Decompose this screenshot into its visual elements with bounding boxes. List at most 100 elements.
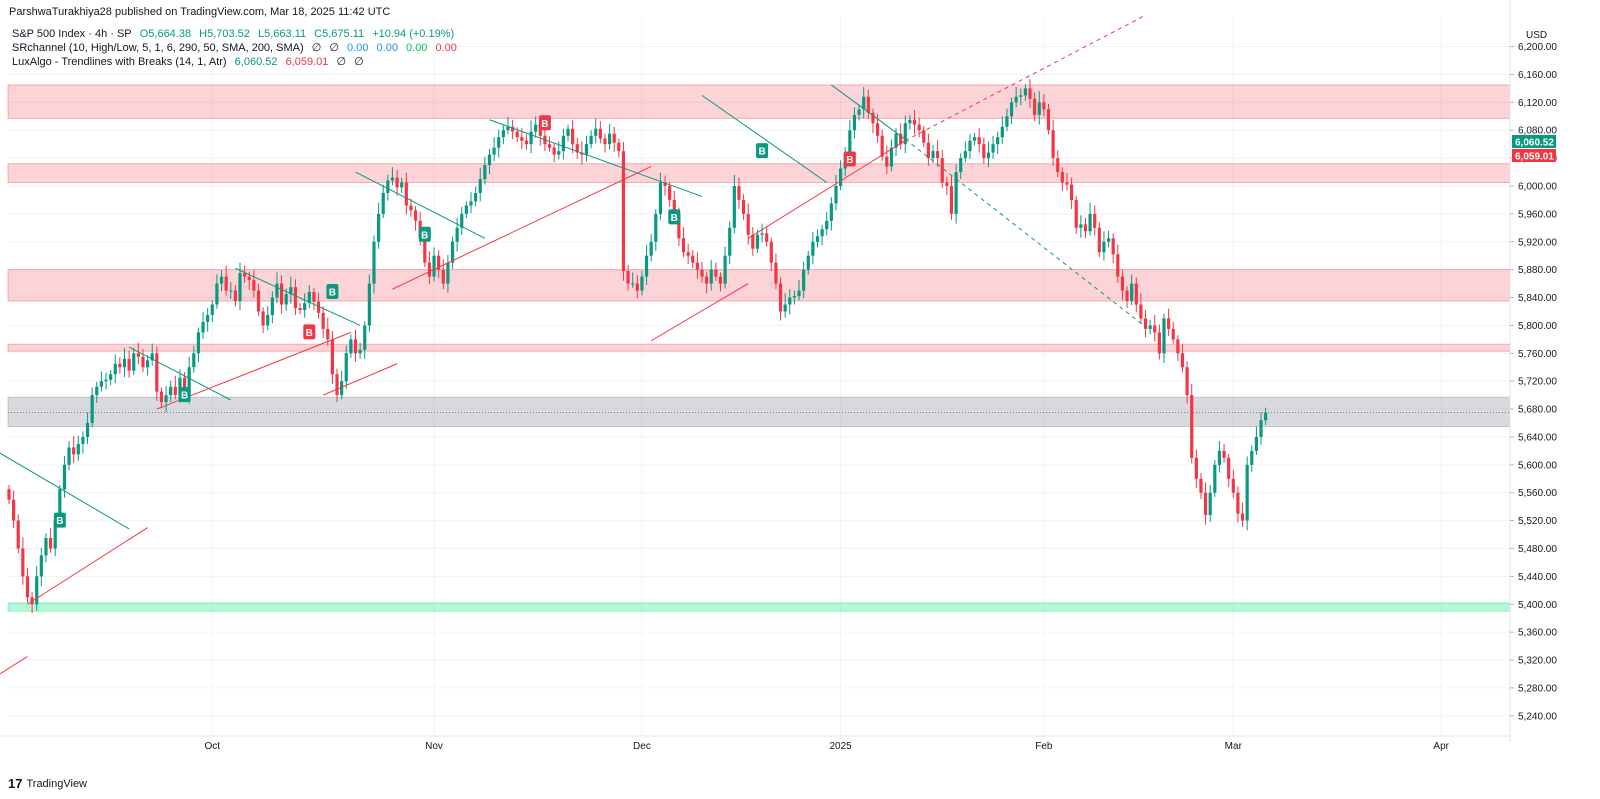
candle-body <box>765 233 769 242</box>
candle-body <box>1134 283 1138 305</box>
candle <box>705 271 709 294</box>
candle <box>1231 469 1235 499</box>
candle <box>1222 443 1226 463</box>
candle <box>1023 84 1027 101</box>
candle <box>483 156 487 185</box>
candle <box>349 334 353 359</box>
candle <box>811 232 815 265</box>
candle-body <box>229 290 233 292</box>
sr-zone-red <box>7 163 1511 184</box>
candle <box>663 175 667 196</box>
candle <box>1019 88 1023 106</box>
tradingview-logo-icon: 17 <box>8 776 23 791</box>
candle-body <box>104 379 108 382</box>
candle-body <box>945 182 949 186</box>
candle <box>39 547 43 587</box>
candle <box>35 565 39 611</box>
candle <box>885 145 889 175</box>
candle-body <box>1222 450 1226 458</box>
candle <box>912 110 917 135</box>
candle <box>1190 383 1194 464</box>
candle <box>1130 274 1134 306</box>
candle <box>1009 97 1014 124</box>
candle-body <box>210 304 214 315</box>
candle-body <box>201 321 205 333</box>
candle-body <box>654 213 658 242</box>
candle <box>608 123 612 150</box>
candle-body <box>575 144 579 153</box>
candle <box>857 104 861 121</box>
price-tick-label: 5,400.00 <box>1518 600 1557 611</box>
candle-body <box>155 353 159 392</box>
candle <box>668 181 672 207</box>
candle-body <box>109 374 113 380</box>
candle-body <box>631 283 635 285</box>
candle-body <box>159 391 164 403</box>
candle <box>986 141 991 168</box>
candle-body <box>233 290 237 302</box>
candle-body <box>72 447 76 455</box>
candle-body <box>16 520 20 549</box>
candle <box>903 115 907 154</box>
candle <box>589 130 593 149</box>
candle-body <box>298 307 302 311</box>
candle <box>834 174 838 211</box>
candle-body <box>644 255 649 277</box>
candle <box>852 107 857 139</box>
signal-badge <box>668 209 681 225</box>
trendline-down <box>355 171 486 239</box>
candle-body <box>1070 184 1074 200</box>
candle-body <box>991 144 995 153</box>
candle-body <box>871 112 875 124</box>
candle <box>714 262 718 281</box>
candle <box>700 261 704 283</box>
tradingview-logo[interactable]: 17 TradingView <box>8 776 87 791</box>
candle <box>1250 445 1254 472</box>
symbol-name[interactable]: S&P 500 Index · 4h · SP <box>12 28 132 40</box>
candle-body <box>538 124 542 136</box>
signal-label: B <box>181 391 188 402</box>
indicator-srchannel[interactable]: SRchannel (10, High/Low, 5, 1, 6, 290, 5… <box>12 41 462 55</box>
candle <box>631 272 635 288</box>
candle <box>279 275 284 314</box>
candle-body <box>885 156 889 167</box>
trendline-down <box>0 452 130 530</box>
candle-body <box>922 130 926 143</box>
price-tick-label: 6,000.00 <box>1518 181 1557 192</box>
published-line: ParshwaTurakhiya28 published on TradingV… <box>9 6 391 18</box>
indicator-luxalgo[interactable]: LuxAlgo - Trendlines with Breaks (14, 1,… <box>12 55 369 69</box>
candle-body <box>571 128 575 145</box>
candle-body <box>705 276 709 284</box>
candle <box>335 368 339 403</box>
candle-body <box>247 276 251 281</box>
candle <box>815 229 820 248</box>
candle-body <box>760 233 764 235</box>
candle-body <box>261 311 265 326</box>
candle <box>196 327 201 363</box>
candle-body <box>330 339 334 375</box>
candle-body <box>132 353 136 371</box>
signal-label: B <box>56 516 63 527</box>
candle-body <box>474 192 478 202</box>
candle <box>1125 286 1129 308</box>
price-label-badge: 6,060.52 <box>1512 135 1556 149</box>
candle-body <box>547 144 552 148</box>
candle <box>1070 177 1074 210</box>
break-signal-bullish: B <box>418 226 431 242</box>
candle <box>977 128 981 153</box>
candle <box>206 307 210 332</box>
candle <box>506 116 510 135</box>
candle-body <box>1190 395 1194 458</box>
candle-body <box>811 241 815 256</box>
candle <box>612 126 616 152</box>
candle <box>501 125 505 145</box>
candle-body <box>1203 492 1208 516</box>
candle-body <box>206 314 210 322</box>
candle-body <box>857 109 861 115</box>
candle-body <box>437 255 441 270</box>
candle <box>155 346 159 401</box>
candle-body <box>39 555 43 577</box>
candle <box>464 201 468 219</box>
candle <box>243 265 247 283</box>
